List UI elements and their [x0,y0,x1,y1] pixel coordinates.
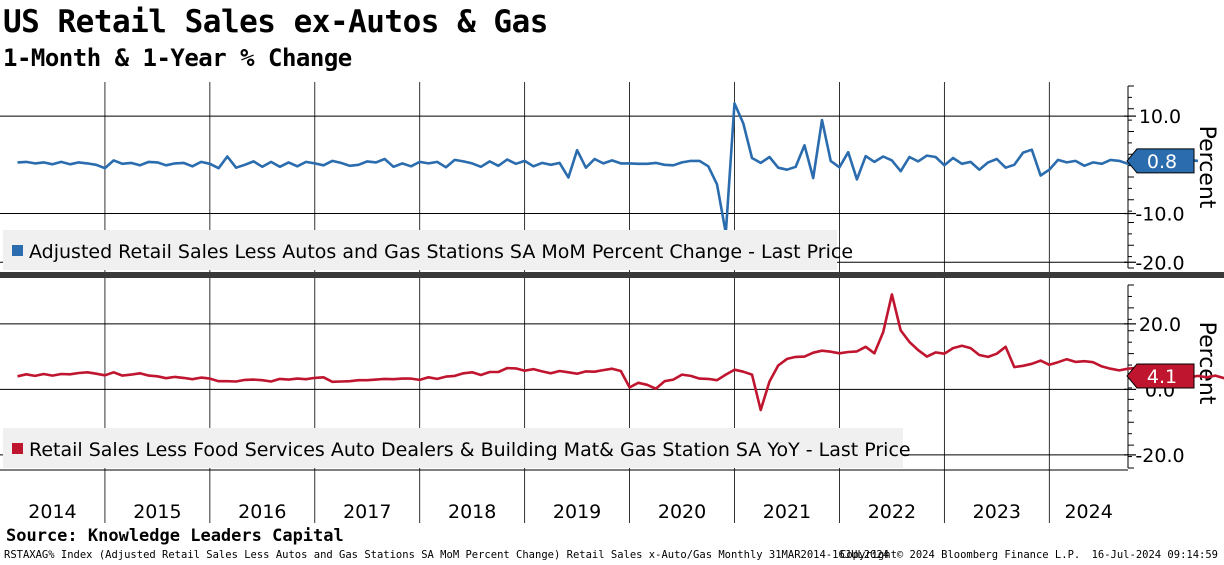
x-tick-label: 2016 [238,501,286,523]
chart-subtitle: 1-Month & 1-Year % Change [3,44,352,72]
legend-box [3,230,837,270]
y-tick-label: 10.0 [1139,106,1181,128]
x-tick-label: 2018 [448,501,496,523]
x-tick-label: 2015 [133,501,181,523]
x-tick-label: 2017 [343,501,391,523]
chart: 2014 2015 2016 2017 2018 2019 2020 2021 2022 2023… [0,82,1224,523]
y-tick-label: -10.0 [1135,204,1184,226]
series-line [17,102,1199,235]
footer-copyright: Copyright© 2024 Bloomberg Finance L.P. [840,549,1081,561]
legend-box [3,428,903,468]
y-axis-label: Percent [1194,322,1219,405]
x-tick-label: 2019 [553,501,601,523]
last-price-label: 4.1 [1147,366,1177,388]
legend-swatch [12,443,23,454]
legend-label: Retail Sales Less Food Services Auto Dea… [29,439,911,461]
footer-date: 16-Jul-2024 09:14:59 [1091,549,1218,561]
y-tick-label: -20.0 [1135,445,1184,467]
series-line [17,293,1224,412]
legend-swatch [12,245,23,256]
last-price-tag [1126,363,1195,389]
x-tick-label: 2014 [28,501,76,523]
last-price-tag [1126,148,1195,174]
x-tick-label: 2023 [973,501,1021,523]
chart-title: US Retail Sales ex-Autos & Gas [3,4,548,40]
y-tick-label: 20.0 [1139,314,1181,336]
x-tick-label: 2024 [1064,501,1112,523]
x-tick-label: 2020 [658,501,706,523]
source-note: Source: Knowledge Leaders Capital [6,526,344,546]
x-tick-label: 2022 [868,501,916,523]
last-price-label: 0.8 [1147,151,1177,173]
x-tick-label: 2021 [763,501,811,523]
y-tick-label: -20.0 [1135,252,1184,274]
legend-label: Adjusted Retail Sales Less Autos and Gas… [29,241,853,263]
footer-description: RSTAXAG% Index (Adjusted Retail Sales Le… [4,549,890,561]
panel-separator [0,272,1224,278]
y-axis-label: Percent [1194,126,1219,209]
